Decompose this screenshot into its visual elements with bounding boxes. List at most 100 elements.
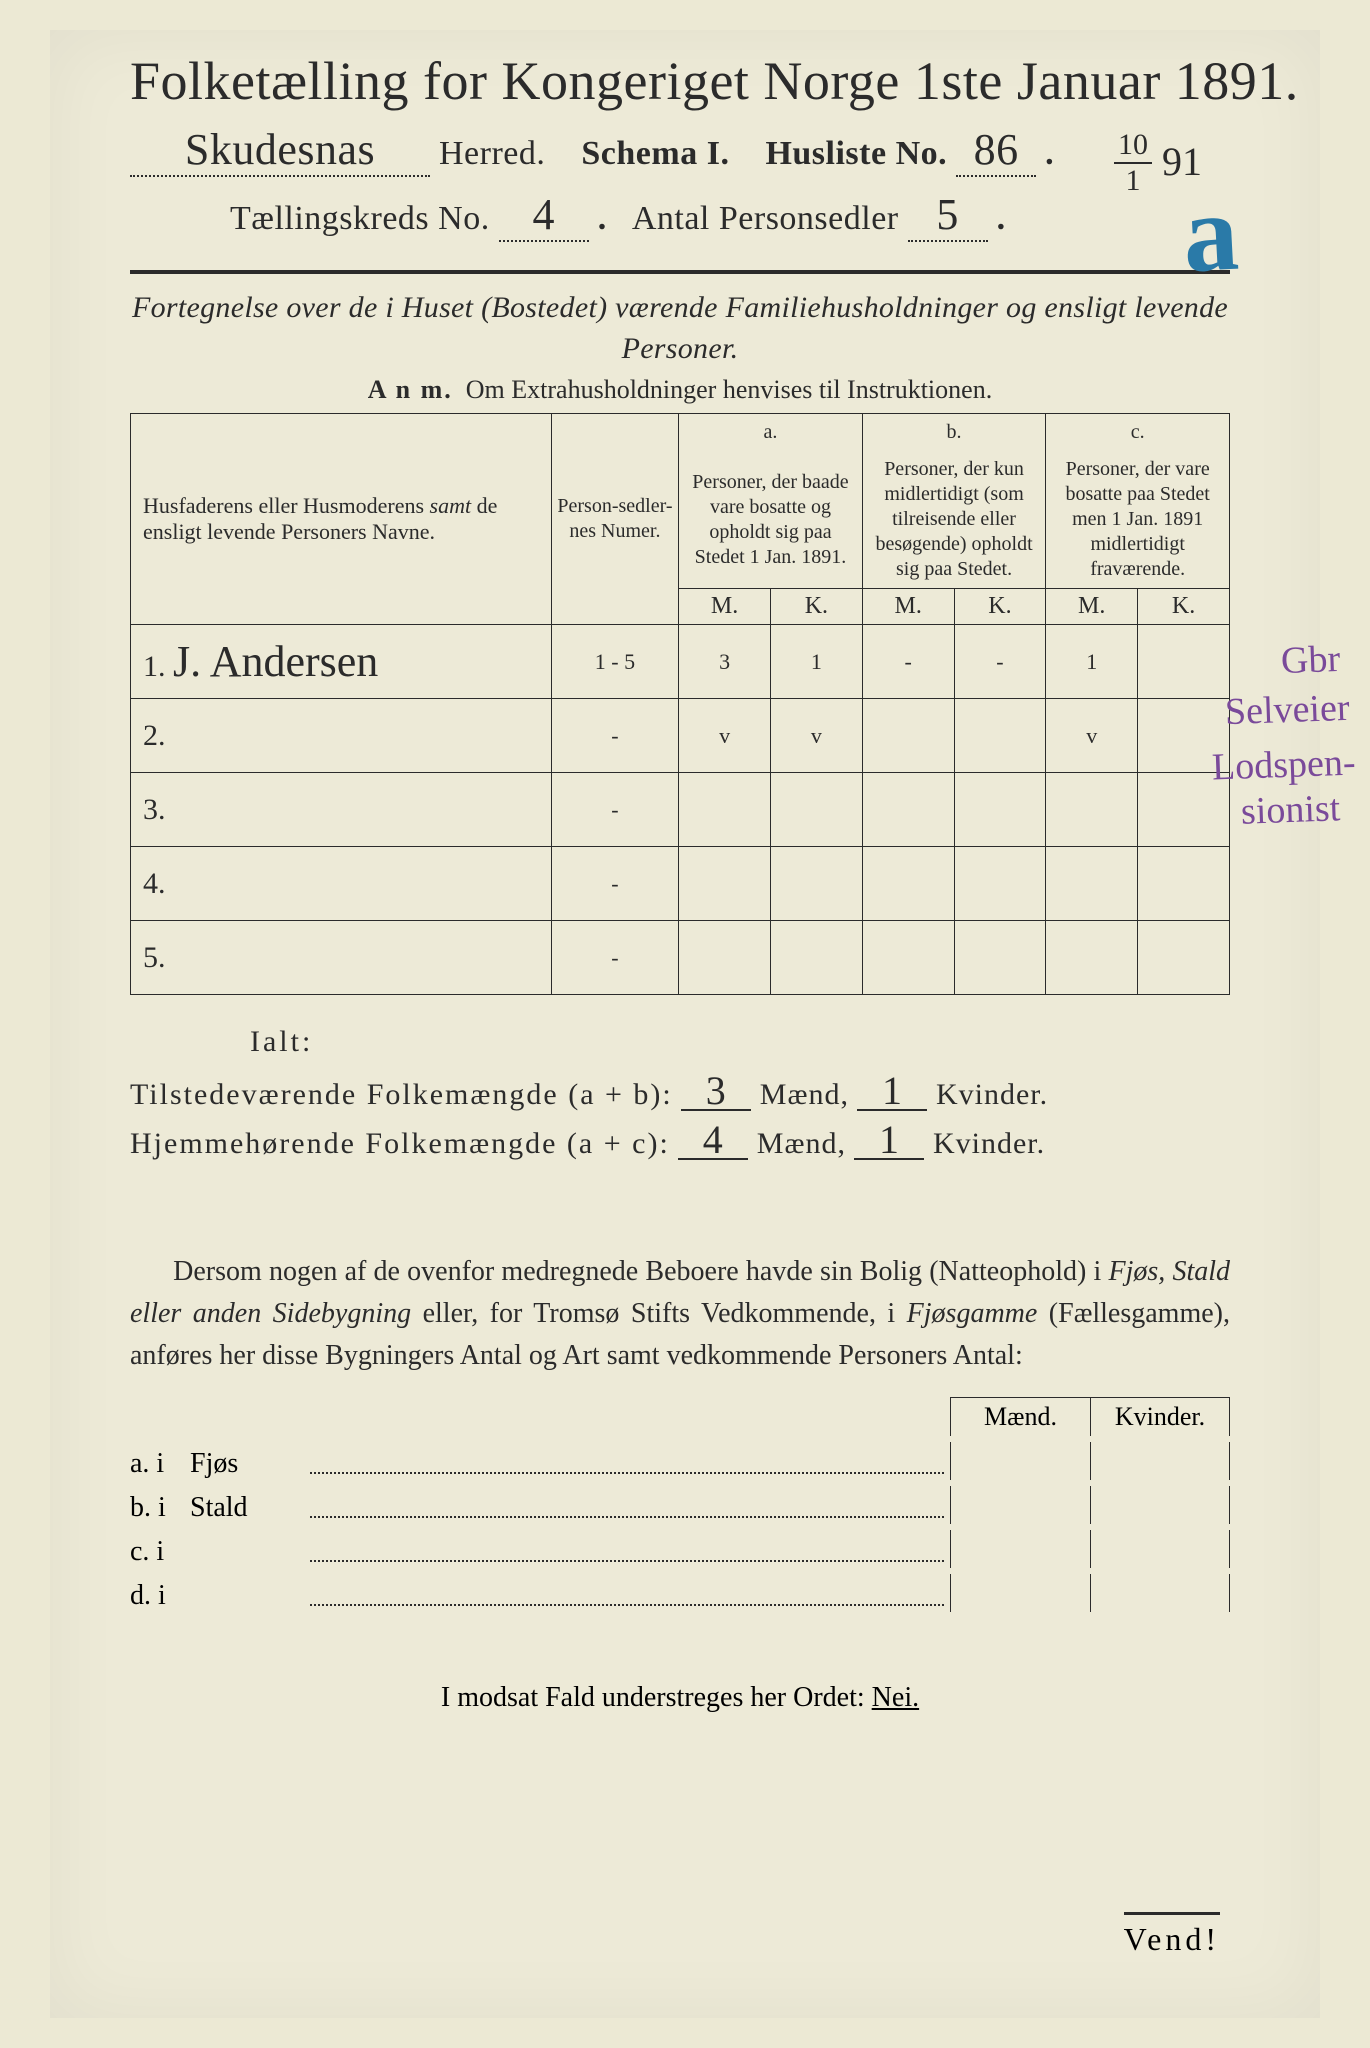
table-row: 2. - v v v (131, 699, 1230, 773)
group-b-text: Personer, der kun midlertidigt (som tilr… (862, 451, 1046, 589)
header-line-2: Skudesnas Herred. Schema I. Husliste No.… (130, 124, 1230, 177)
mini-row: d. i (130, 1574, 1230, 1612)
a-m: M. (679, 589, 771, 625)
c-m: M. (1046, 589, 1138, 625)
cell: 1 (1046, 625, 1138, 699)
date-mid: 1 (1126, 164, 1141, 197)
mini-row: b. i Stald (130, 1486, 1230, 1524)
cell (954, 699, 1046, 773)
group-c-tag: c. (1046, 414, 1230, 452)
mini-lead: b. i (130, 1492, 190, 1524)
nei-line: I modsat Fald understreges her Ordet: Ne… (130, 1682, 1230, 1714)
margin-note-4: sionist (1240, 788, 1341, 833)
date-top: 10 (1114, 128, 1152, 164)
mini-word: Stald (190, 1492, 310, 1524)
table-row: 4. - (131, 847, 1230, 921)
margin-note-2: Selveier (1225, 688, 1351, 734)
group-c-text: Personer, der vare bosatte paa Stedet me… (1046, 451, 1230, 589)
cell: - (551, 699, 678, 773)
page: Folketælling for Kongeriget Norge 1ste J… (0, 0, 1370, 2048)
table-row: 5. - (131, 921, 1230, 995)
schema-label: Schema I. (581, 135, 729, 172)
table-row: 3. - (131, 773, 1230, 847)
row-num: 5. (143, 941, 166, 974)
census-table-wrap: Husfaderens eller Husmoderens samt de en… (130, 413, 1230, 995)
table-row: 1. J. Andersen 1 - 5 3 1 - - 1 (131, 625, 1230, 699)
cell (862, 699, 954, 773)
annotation-a: a (1180, 169, 1242, 299)
maend-label-2: Mænd, (757, 1127, 846, 1160)
row-num: 4. (143, 867, 166, 900)
resident-k: 1 (854, 1122, 924, 1160)
outbuilding-list: Mænd. Kvinder. a. i Fjøs b. i Stald c. i (130, 1397, 1230, 1612)
mini-lead: c. i (130, 1536, 190, 1568)
present-m: 3 (681, 1073, 751, 1111)
mini-lead: d. i (130, 1580, 190, 1612)
vend-label: Vend! (1124, 1912, 1220, 1958)
mini-word: Fjøs (190, 1448, 310, 1480)
antal-value: 5 (908, 189, 988, 242)
date-fraction: 10 1 (1114, 128, 1152, 198)
group-b-tag: b. (862, 414, 1046, 452)
herred-label: Herred. (439, 135, 545, 172)
cell: 1 (770, 625, 862, 699)
nei-word: Nei. (872, 1682, 919, 1713)
husliste-label: Husliste No. (765, 135, 947, 172)
ialt-label: Ialt: (250, 1025, 1230, 1059)
mini-lead: a. i (130, 1448, 190, 1480)
group-a-tag: a. (679, 414, 863, 452)
horizontal-rule-1 (130, 270, 1230, 274)
present-k: 1 (857, 1073, 927, 1111)
cell: - (551, 773, 678, 847)
para-i2: Fjøsgamme (907, 1298, 1038, 1329)
cell: v (770, 699, 862, 773)
cell: - (551, 921, 678, 995)
cell: - (954, 625, 1046, 699)
b-m: M. (862, 589, 954, 625)
kvinder-label: Kvinder. (936, 1078, 1048, 1111)
header-line-3: Tællingskreds No. 4 . Antal Personsedler… (130, 189, 1230, 242)
mini-row: c. i (130, 1530, 1230, 1568)
margin-note-1: Gbr (1280, 639, 1341, 683)
c-k: K. (1138, 589, 1230, 625)
col-header-name: Husfaderens eller Husmoderens samt de en… (131, 414, 552, 625)
para-t1: Dersom nogen af de ovenfor medregnede Be… (173, 1256, 1108, 1287)
cell: - (551, 847, 678, 921)
subtitle-italic: Fortegnelse over de i Huset (Bostedet) v… (130, 288, 1230, 369)
totals-block: Ialt: Tilstedeværende Folkemængde (a + b… (130, 1025, 1230, 1161)
cell: v (679, 699, 771, 773)
resident-m: 4 (678, 1122, 748, 1160)
a-k: K. (770, 589, 862, 625)
census-table: Husfaderens eller Husmoderens samt de en… (130, 413, 1230, 995)
form-content: Folketælling for Kongeriget Norge 1ste J… (130, 50, 1230, 1714)
row-num: 1. (143, 650, 166, 683)
row-name: J. Andersen (173, 637, 378, 686)
maend-label: Mænd, (760, 1078, 849, 1111)
margin-note-3: Lodspen- (1212, 743, 1357, 790)
instruction-paragraph: Dersom nogen af de ovenfor medregnede Be… (130, 1251, 1230, 1377)
mini-header: Mænd. Kvinder. (330, 1397, 1230, 1436)
mini-head-k: Kvinder. (1090, 1397, 1230, 1436)
cell: - (862, 625, 954, 699)
mini-row: a. i Fjøs (130, 1442, 1230, 1480)
anm-note: A n m. Anm. Om Extrahusholdninger henvis… (130, 375, 1230, 405)
row-num: 2. (143, 719, 166, 752)
husliste-value: 86 (956, 124, 1036, 177)
kreds-label: Tællingskreds No. (230, 200, 490, 237)
cell: 1 - 5 (551, 625, 678, 699)
herred-value: Skudesnas (130, 124, 430, 177)
nei-text: I modsat Fald understreges her Ordet: (441, 1682, 872, 1713)
antal-label: Antal Personsedler (632, 200, 899, 237)
cell: v (1046, 699, 1138, 773)
cell: 3 (679, 625, 771, 699)
mini-head-m: Mænd. (950, 1397, 1090, 1436)
cell (1138, 625, 1230, 699)
kreds-value: 4 (499, 189, 589, 242)
group-a-text: Personer, der baade vare bosatte og opho… (679, 451, 863, 589)
col-header-number: Person-sedler-nes Numer. (551, 414, 678, 625)
row-num: 3. (143, 793, 166, 826)
resident-label: Hjemmehørende Folkemængde (a + c): (130, 1127, 670, 1161)
present-label: Tilstedeværende Folkemængde (a + b): (130, 1078, 673, 1112)
para-t2: eller, for Tromsø Stifts Vedkommende, i (411, 1298, 907, 1329)
b-k: K. (954, 589, 1046, 625)
